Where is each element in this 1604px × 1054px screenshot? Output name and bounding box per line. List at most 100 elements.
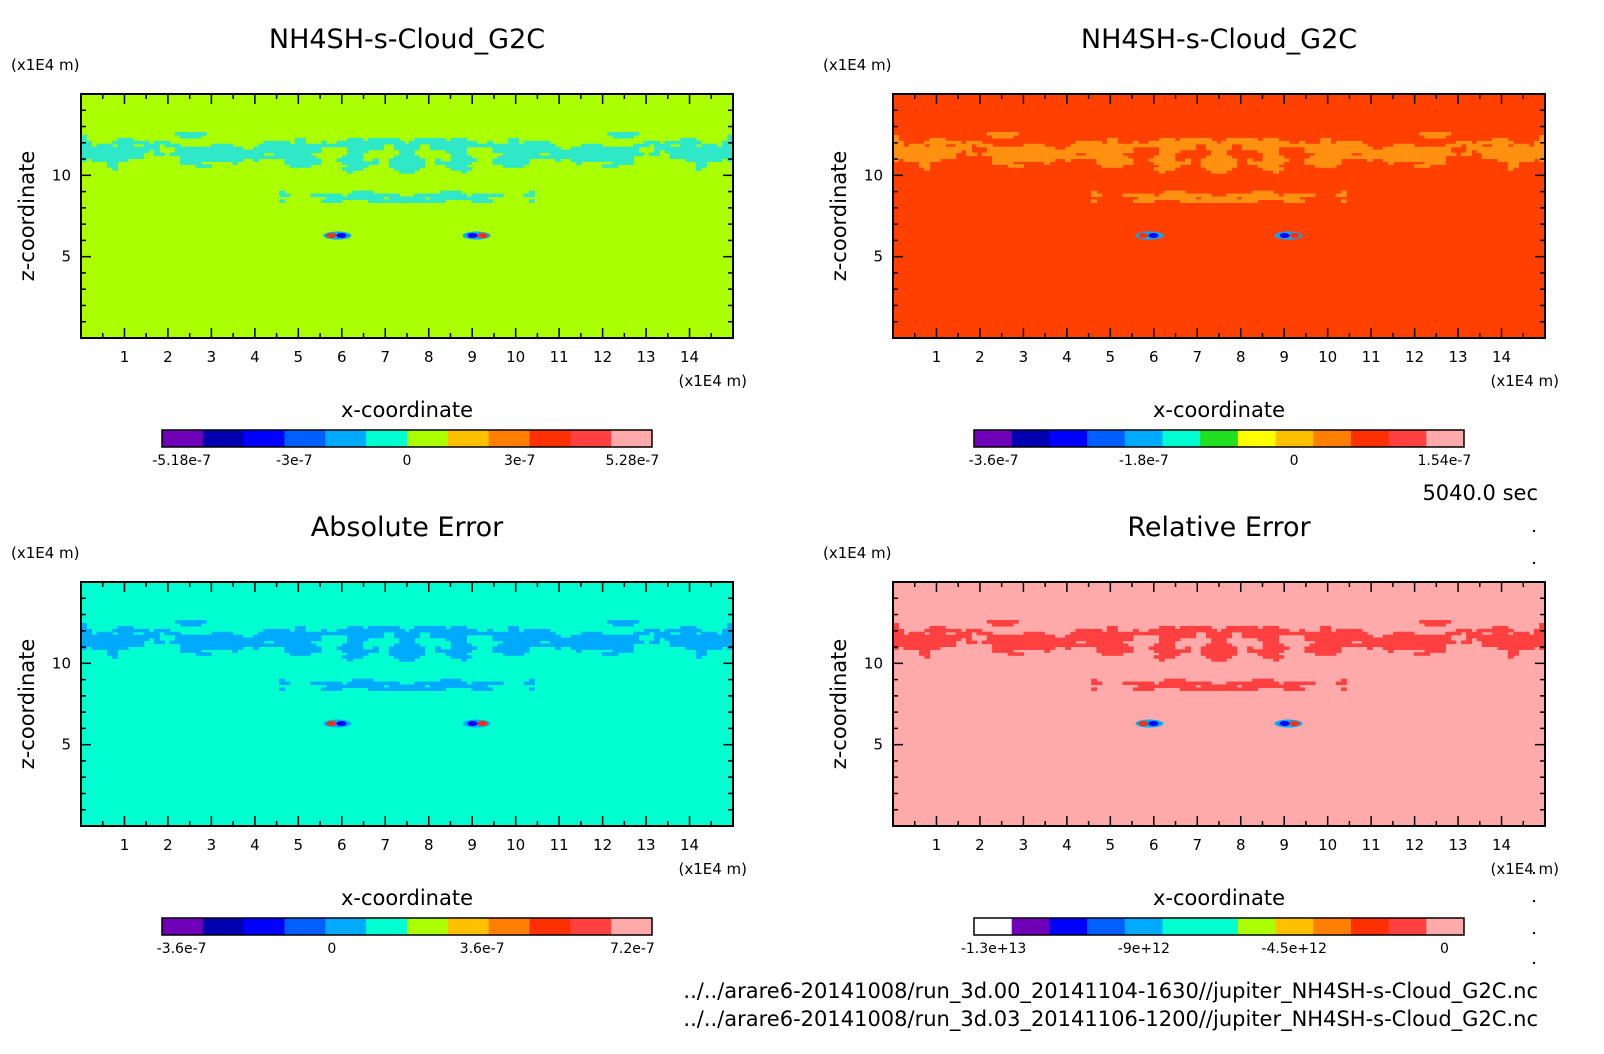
pattern-cell [997,643,1004,648]
pattern-cell [450,149,457,154]
pattern-cell [908,149,915,154]
pattern-cell [1002,134,1009,139]
pattern-cell [148,146,155,151]
pattern-cell [1408,149,1415,154]
pattern-cell [258,640,265,645]
pattern-cell [258,152,265,157]
pattern-cell [1340,637,1347,642]
pattern-cell [1533,152,1540,157]
pattern-cell [1205,193,1212,198]
pattern-cell [211,149,218,154]
pattern-cell [127,631,134,636]
pattern-cell [294,152,301,157]
pattern-cell [81,143,87,148]
pattern-cell [945,152,951,157]
pattern-cell [1200,687,1207,691]
pattern-cell [1466,152,1472,157]
pattern-cell [1450,640,1457,645]
pattern-cell [1502,149,1509,154]
pattern-cell [502,143,509,148]
pattern-cell [1122,146,1129,151]
pattern-cell [1174,146,1181,151]
pattern-cell [1054,152,1061,157]
pattern-cell [1211,143,1217,148]
pattern-cell [258,637,265,642]
pattern-cell [112,640,119,645]
pattern-cell [669,140,676,145]
pattern-cell [596,155,603,160]
pattern-cell [586,646,593,650]
pattern-cell [1169,649,1176,653]
pattern-cell [1211,158,1217,162]
pattern-cell [685,140,692,145]
pattern-cell [1231,628,1238,633]
pattern-cell [992,155,998,160]
pattern-cell [1523,155,1530,160]
pattern-cell [399,161,405,165]
pattern-cell [992,620,998,624]
blob-cool [467,721,478,727]
pattern-cell [602,646,608,650]
pattern-cell [669,155,676,160]
pattern-cell [1117,158,1124,162]
pattern-cell [81,634,87,639]
pattern-cell [1143,143,1150,148]
pattern-cell [929,137,936,142]
pattern-cell [1211,167,1217,171]
pattern-cell [435,161,441,165]
pattern-cell [1169,646,1176,650]
pattern-cell [1112,164,1118,168]
pattern-cell [373,625,379,630]
pattern-cell [1122,193,1129,198]
pattern-cell [1153,684,1160,689]
pattern-cell [622,134,629,139]
pattern-cell [440,687,447,691]
pattern-cell [617,132,624,136]
pattern-cell [284,628,291,633]
pattern-cell [711,646,718,650]
pattern-cell [185,158,192,162]
pattern-cell [1346,640,1353,645]
pattern-cell [612,652,619,656]
pattern-cell [711,637,718,642]
pattern-cell [455,637,462,642]
pattern-cell [1273,146,1279,151]
pattern-cell [513,640,520,645]
pattern-cell [1190,199,1197,203]
panel-2: NH4SH-s-Cloud_G2C(x1E4 m)(x1E4 m)x-coord… [823,24,1559,469]
pattern-cell [502,155,509,160]
pattern-cell [1080,643,1087,648]
pattern-cell [539,643,546,648]
pattern-cell [1424,134,1431,139]
pattern-cell [1205,687,1212,691]
pattern-cell [575,155,582,160]
pattern-cell [101,158,108,162]
pattern-cell [1330,652,1337,656]
pattern-cell [508,155,514,160]
blob-warm [1289,721,1300,727]
pattern-cell [1091,631,1098,636]
pattern-cell [326,193,332,198]
pattern-cell [1325,625,1332,630]
pattern-cell [388,140,395,145]
pattern-cell [1044,155,1051,160]
pattern-cell [1502,146,1509,151]
pattern-cell [347,684,353,689]
pattern-cell [253,643,259,648]
pattern-cell [1304,143,1311,148]
pattern-cell [1273,170,1279,174]
pattern-cell [399,684,405,689]
pattern-cell [263,643,270,648]
pattern-cell [544,155,551,160]
colorbar-tick-label: 0 [327,941,336,957]
pattern-cell [91,643,98,648]
anomaly-blob [1135,231,1164,240]
pattern-cell [476,631,483,636]
pattern-cell [190,643,197,648]
pattern-cell [528,637,535,642]
pattern-cell [1033,637,1040,642]
pattern-cell [216,631,223,636]
pattern-cell [200,640,207,645]
pattern-cell [305,631,312,636]
pattern-cell [1169,193,1176,198]
